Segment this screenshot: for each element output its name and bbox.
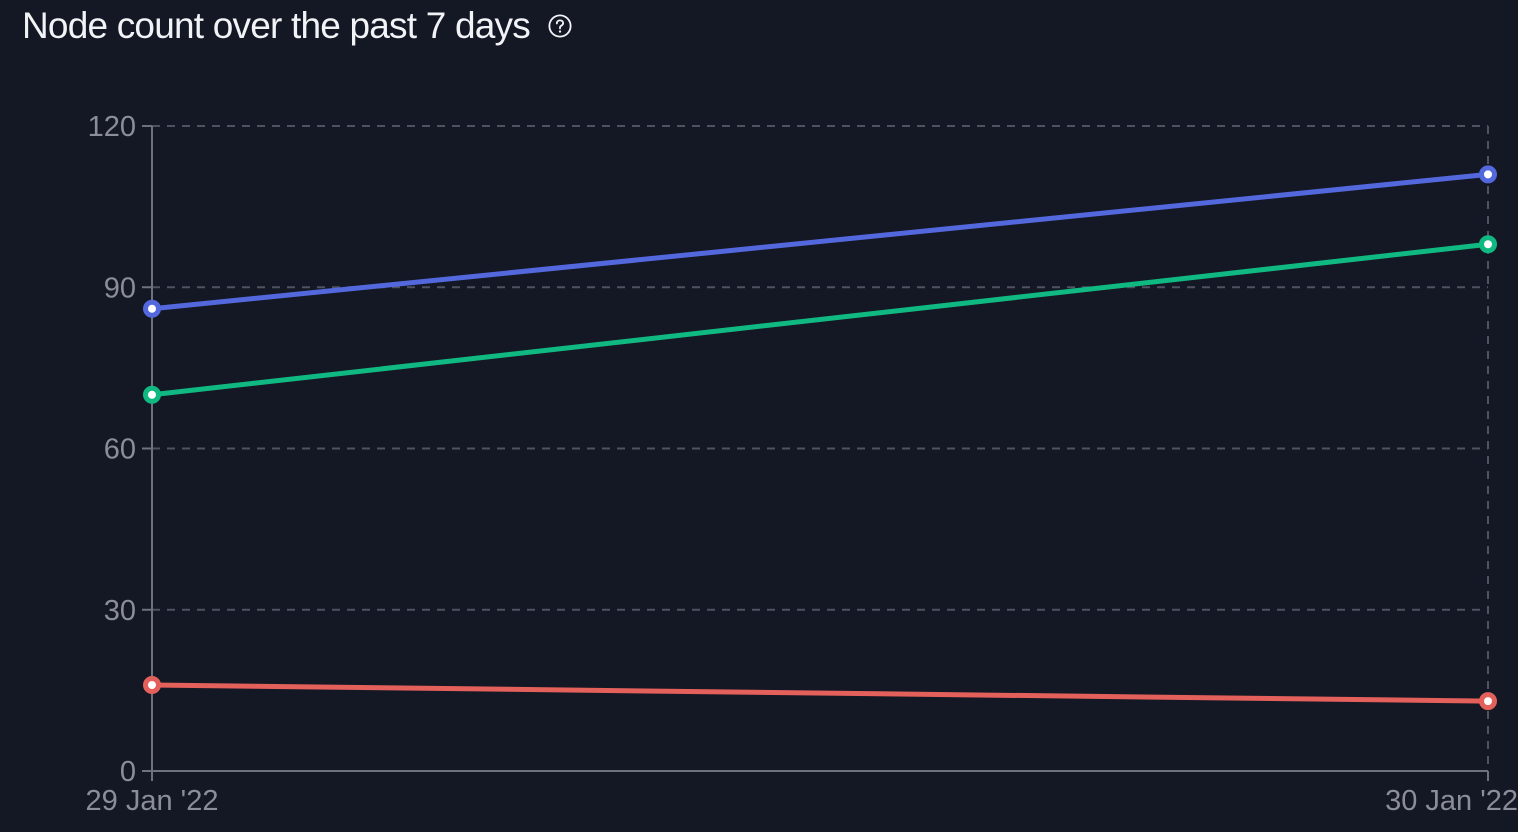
x-tick-label: 29 Jan '22: [86, 785, 219, 817]
data-point[interactable]: [143, 385, 161, 404]
series-line-0: [149, 171, 1491, 312]
data-point[interactable]: [143, 299, 161, 318]
y-tick-label: 0: [120, 756, 136, 788]
grid-lines: [152, 125, 1489, 771]
y-tick-label: 90: [104, 272, 136, 304]
series-1: [143, 235, 1497, 404]
chart-title: Node count over the past 7 days: [22, 5, 531, 46]
axes: [142, 125, 1489, 781]
series-0: [143, 165, 1497, 318]
data-point[interactable]: [1479, 165, 1497, 184]
data-point[interactable]: [143, 676, 161, 694]
series-line-1: [149, 241, 1491, 398]
series-2: [143, 676, 1497, 711]
y-tick-label: 30: [104, 595, 136, 627]
question-circle-icon[interactable]: [548, 14, 572, 38]
chart-header: Node count over the past 7 days: [22, 2, 572, 50]
series-line-2: [149, 682, 1491, 704]
x-tick-label: 30 Jan '22: [1385, 785, 1518, 817]
y-tick-label: 120: [88, 111, 136, 143]
y-tick-labels: 0 30 60 90 120: [88, 111, 136, 788]
x-tick-labels: 29 Jan '22 30 Jan '22: [86, 785, 1518, 817]
data-point[interactable]: [1479, 235, 1497, 254]
series-lines: [143, 165, 1497, 711]
data-point[interactable]: [1479, 692, 1497, 711]
y-tick-label: 60: [104, 434, 136, 466]
